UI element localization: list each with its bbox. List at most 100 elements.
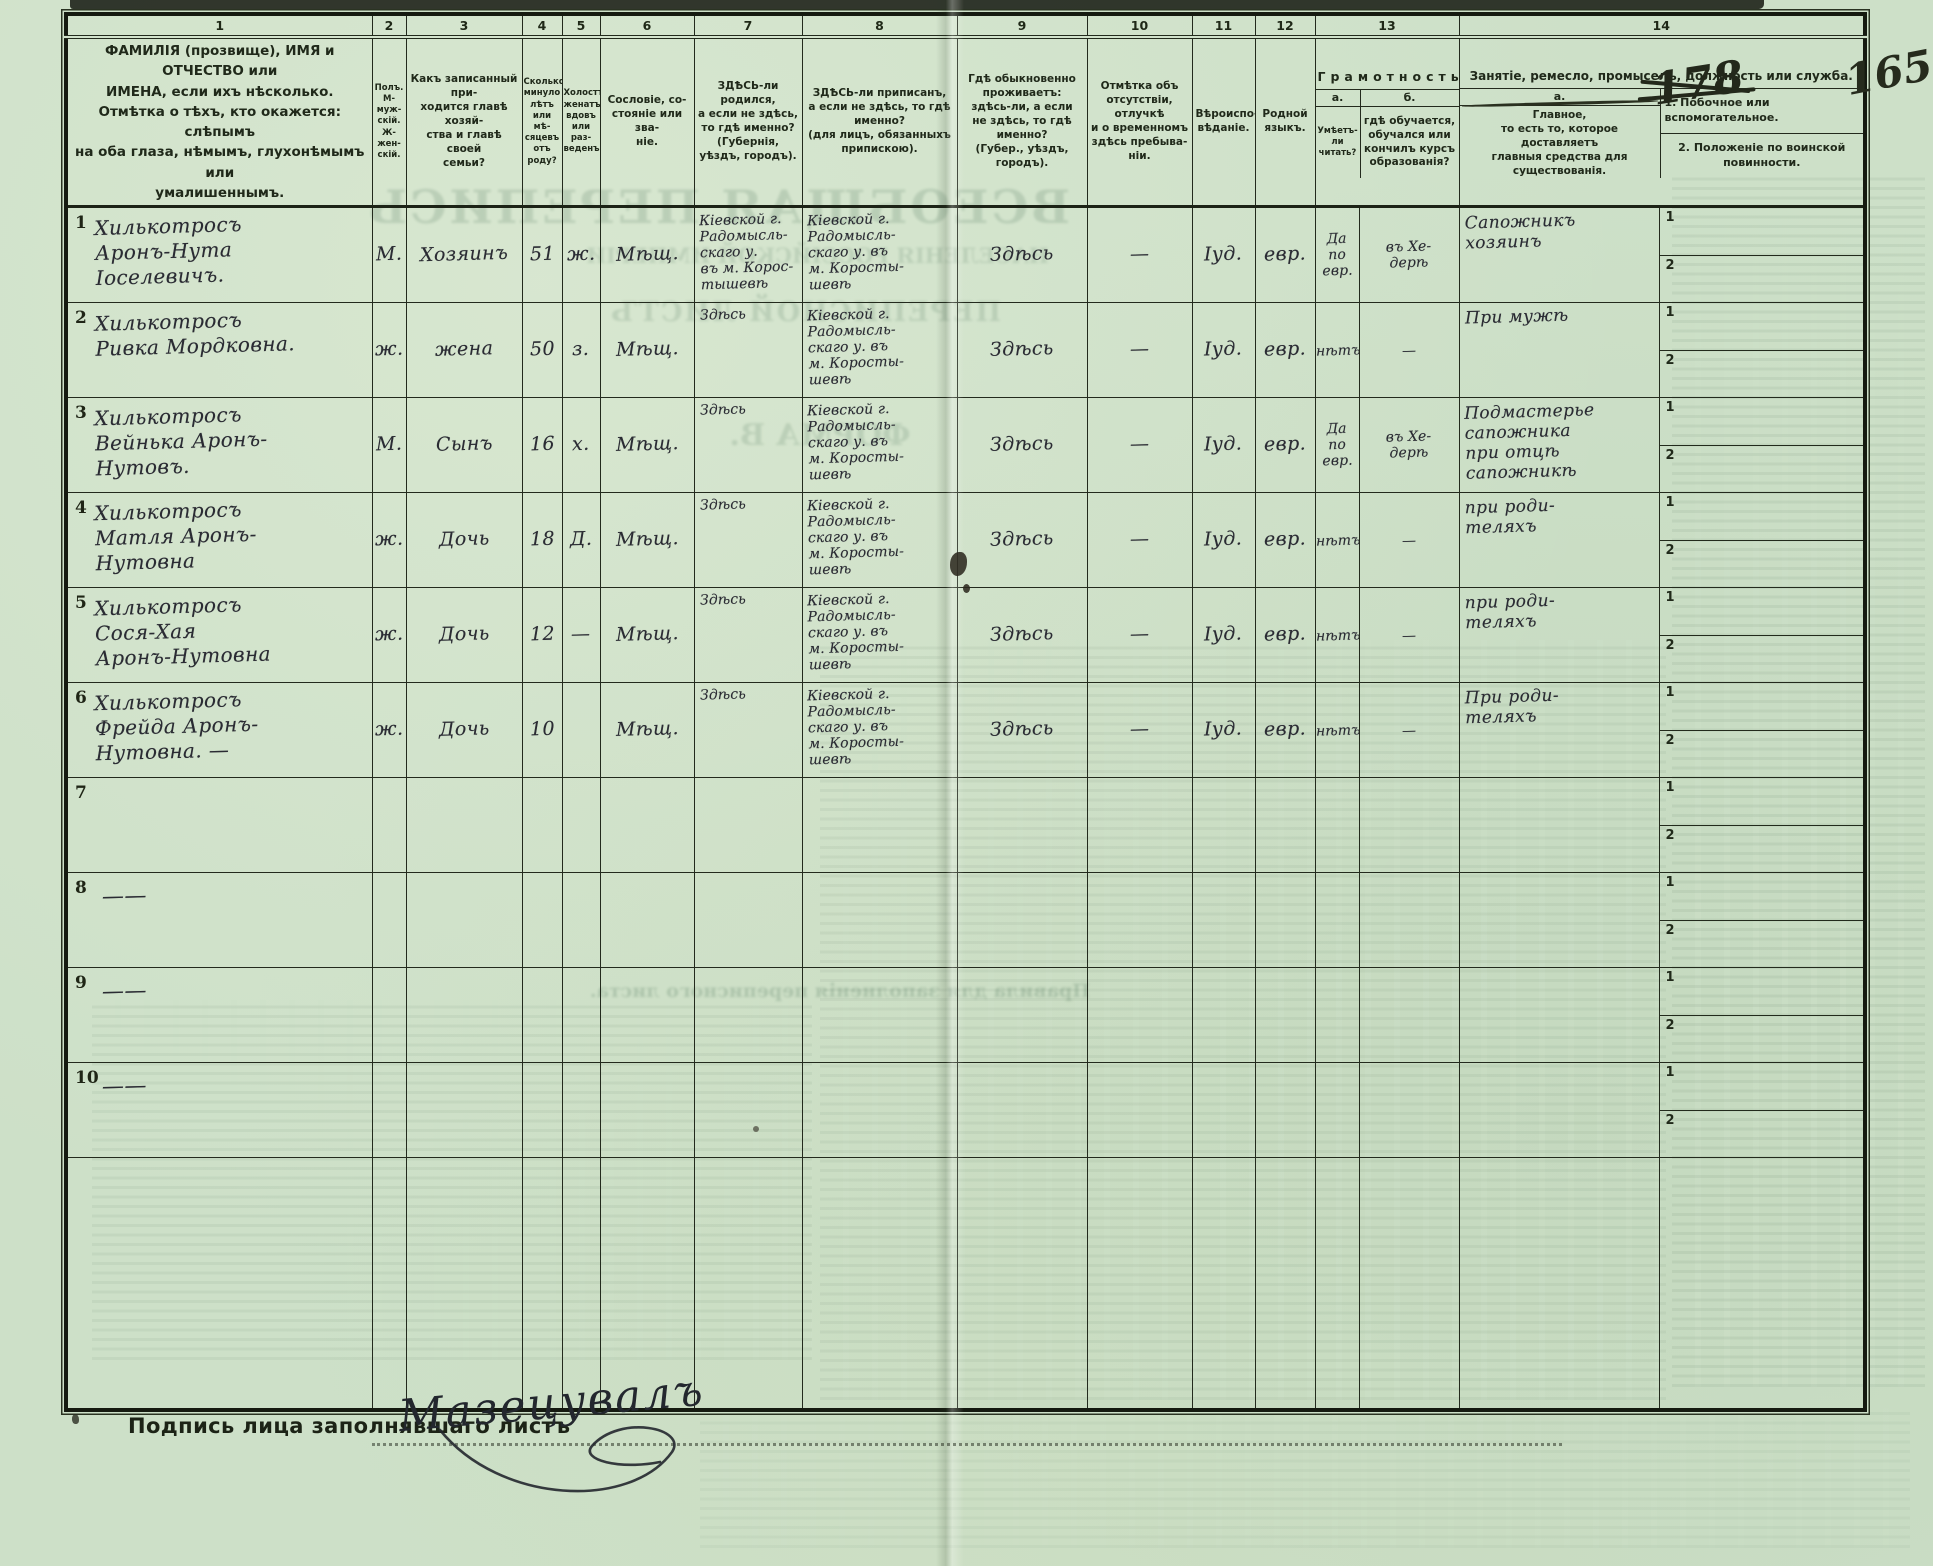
cell-language: евр.: [1254, 302, 1316, 398]
ink-speck: [963, 584, 970, 593]
cell-name: 3 Хилькотросъ Вейнька Аронъ- Нутовъ.: [65, 397, 373, 493]
table-row: 6 Хилькотросъ Фрейда Аронъ- Нутовна. — ж…: [65, 682, 1866, 778]
scan-edge-artifact: [70, 0, 1764, 9]
col-num-1: 1: [65, 13, 373, 39]
col-num-4: 4: [521, 13, 563, 39]
tail-cell: [65, 1157, 373, 1410]
cell-marital: [561, 682, 601, 778]
table-row: 1 Хилькотросъ Аронъ-Нута Іоселевичъ. М. …: [65, 206, 1866, 303]
literacy-a-text: Умѣетъ- ли читать?: [1317, 125, 1358, 159]
cell-name: 8 ——: [65, 872, 373, 968]
cell-relation: Хозяинъ: [405, 206, 523, 303]
table-row: 8 —— 1 2: [65, 872, 1866, 968]
side-occupation-box: 1: [1660, 208, 1863, 256]
cell-estate: Мѣщ.: [599, 302, 695, 398]
occupation-a-letter: а.: [1460, 89, 1660, 107]
cell-literacy-school: въ Хе- дерѣ: [1358, 206, 1460, 303]
military-status-box: 2: [1665, 257, 1675, 273]
cell-relation: Дочь: [405, 492, 523, 588]
cell-registration: Кіевской г. Радомысль- скаго у. въ м. Ко…: [801, 302, 958, 398]
signature-flourish: [438, 1426, 676, 1493]
cell-marital: Д.: [561, 492, 601, 588]
side-occupation-box: 1: [1660, 589, 1863, 636]
cell-birthplace: Здѣсь: [693, 587, 803, 683]
cell-literacy-read: [1314, 1062, 1360, 1158]
cell-residence: Здѣсь: [956, 492, 1088, 588]
cell-language: евр.: [1254, 397, 1316, 493]
header-sex: Полъ. М-муж- скій. Ж-жен- скій.: [371, 36, 407, 208]
header-marital: Холостъ, женатъ, вдовъ или раз- веденъ.: [561, 36, 601, 208]
cell-religion: Іуд.: [1191, 587, 1256, 683]
cell-sex: [371, 872, 407, 968]
cell-age: [521, 872, 563, 968]
cell-marital: х.: [561, 397, 601, 493]
cell-relation: [405, 1062, 523, 1158]
row-number: 4: [75, 498, 87, 518]
cell-marital: [561, 872, 601, 968]
table-row: 7 1 2: [65, 777, 1866, 873]
cell-birthplace: Здѣсь: [693, 492, 803, 588]
cell-name: 5 Хилькотросъ Сося-Хая Аронъ-Нутовна: [65, 587, 373, 683]
ink-blot: [950, 552, 967, 576]
military-status-box: 2: [1665, 637, 1675, 653]
cell-occupation: Подмастерье сапожника при отцѣ сапожникѣ: [1458, 397, 1660, 493]
table-tail-band: [65, 1157, 1866, 1410]
cell-name: 9 ——: [65, 967, 373, 1063]
header-row: ФАМИЛІЯ (прозвище), ИМЯ и ОТЧЕСТВО или И…: [65, 36, 1866, 208]
cell-name: 1 Хилькотросъ Аронъ-Нута Іоселевичъ.: [65, 206, 373, 303]
row-number: 6: [75, 688, 87, 708]
cell-religion: [1191, 872, 1256, 968]
cell-language: [1254, 1062, 1316, 1158]
table-row: 10 —— 1 2: [65, 1062, 1866, 1158]
handwritten-dash: ——: [101, 883, 148, 910]
cell-residence: Здѣсь: [956, 206, 1088, 303]
cell-residence: [956, 777, 1088, 873]
cell-language: [1254, 872, 1316, 968]
cell-literacy-school: [1358, 967, 1460, 1063]
row-number: 7: [75, 783, 87, 803]
cell-religion: [1191, 777, 1256, 873]
cell-residence: [956, 967, 1088, 1063]
cell-age: 10: [521, 682, 563, 778]
cell-name: 2 Хилькотросъ Ривка Мордковна.: [65, 302, 373, 398]
occupation-title: Занятіе, ремесло, промыселъ, должность и…: [1460, 66, 1863, 89]
literacy-a-letter: а.: [1316, 90, 1360, 108]
header-registration: ЗДѢСЬ-ли приписанъ, а если не здѣсь, то …: [801, 36, 958, 208]
name-entry: Хилькотросъ Фрейда Аронъ- Нутовна. —: [93, 687, 259, 766]
cell-estate: Мѣщ.: [599, 397, 695, 493]
header-relation: Какъ записанный при- ходится главѣ хозяй…: [405, 36, 523, 208]
cell-language: евр.: [1254, 492, 1316, 588]
cell-estate: Мѣщ.: [599, 587, 695, 683]
cell-relation: Дочь: [405, 682, 523, 778]
header-literacy: Грамотность. а. Умѣетъ- ли читать? б. гд…: [1314, 36, 1460, 208]
col-num-2: 2: [371, 13, 407, 39]
cell-absence: —: [1086, 587, 1193, 683]
cell-occupation: [1458, 1062, 1660, 1158]
cell-residence: [956, 872, 1088, 968]
row-number: 1: [75, 213, 87, 233]
side-occupation-box: 1: [1660, 969, 1863, 1016]
cell-side-occupation: 1 2: [1658, 682, 1866, 778]
cell-side-occupation: 1 2: [1658, 302, 1866, 398]
cell-registration: [801, 1062, 958, 1158]
cell-occupation: При роди- теляхъ: [1458, 682, 1660, 778]
cell-side-occupation: 1 2: [1658, 872, 1866, 968]
cell-birthplace: Здѣсь: [693, 397, 803, 493]
cell-age: [521, 777, 563, 873]
occupation-military-text: 2. Положеніе по воинской повинности.: [1678, 141, 1846, 169]
name-entry: Хилькотросъ Аронъ-Нута Іоселевичъ.: [93, 211, 242, 291]
name-entry: Хилькотросъ Сося-Хая Аронъ-Нутовна: [93, 592, 272, 671]
cell-age: [521, 967, 563, 1063]
cell-occupation: при роди- теляхъ: [1458, 587, 1660, 683]
cell-literacy-school: [1358, 777, 1460, 873]
cell-residence: Здѣсь: [956, 682, 1088, 778]
military-status-box: 2: [1665, 922, 1675, 938]
cell-side-occupation: 1 2: [1658, 492, 1866, 588]
cell-absence: —: [1086, 302, 1193, 398]
cell-relation: жена: [405, 302, 523, 398]
cell-birthplace: [693, 777, 803, 873]
cell-age: 51: [521, 206, 563, 303]
col-num-3: 3: [405, 13, 523, 39]
row-number: 5: [75, 593, 87, 613]
